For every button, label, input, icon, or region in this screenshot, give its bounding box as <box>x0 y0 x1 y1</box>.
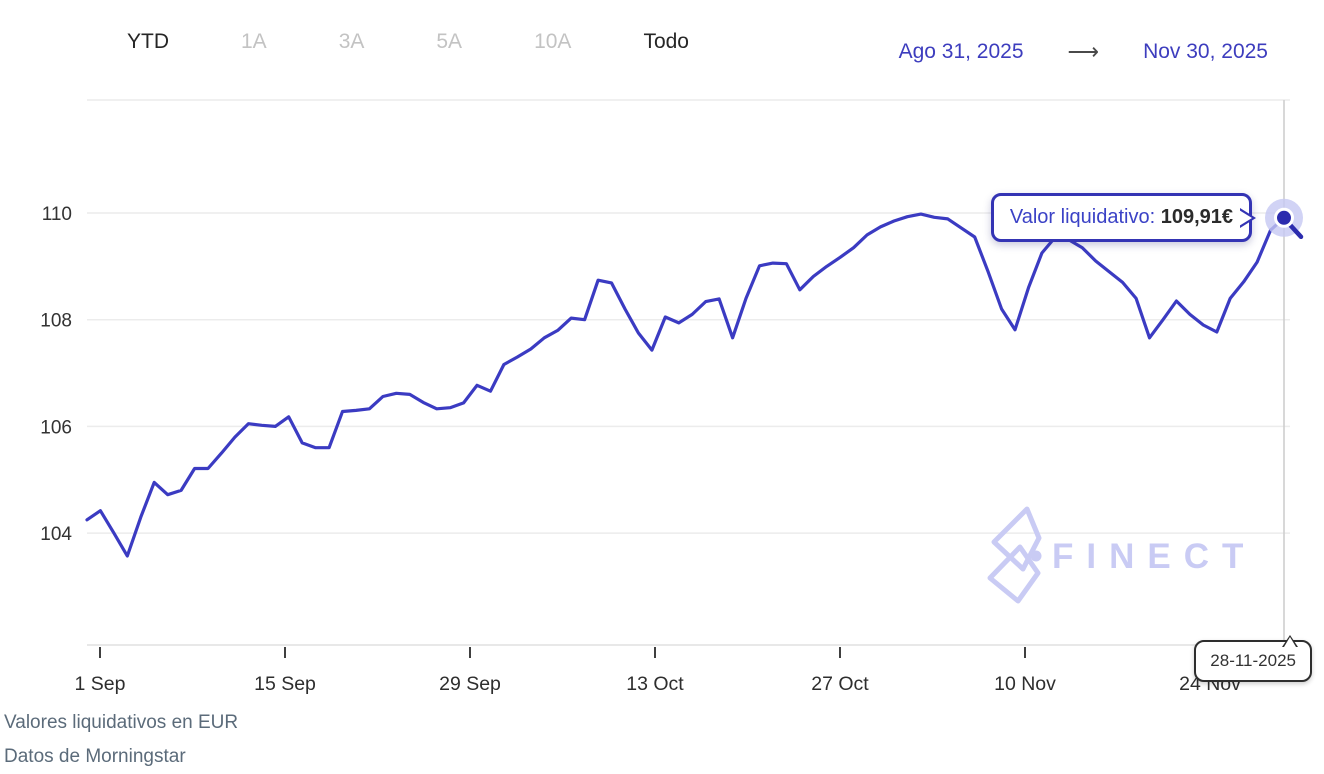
x-axis-label-2: 29 Sep <box>439 673 501 695</box>
date-tooltip-text: 28-11-2025 <box>1210 651 1296 670</box>
value-tooltip-label: Valor liquidativo: <box>1009 206 1161 228</box>
finect-logo-upper-diamond <box>991 506 1042 572</box>
x-axis-label-4: 27 Oct <box>811 673 869 695</box>
y-axis-label-106: 106 <box>40 417 72 438</box>
finect-watermark-text: FINECT <box>1052 537 1256 576</box>
x-axis-label-5: 10 Nov <box>994 673 1056 695</box>
date-tooltip: 28-11-2025 <box>1194 635 1312 682</box>
range-tab-3a[interactable]: 3A <box>338 30 365 53</box>
marker-point-icon <box>1274 207 1294 228</box>
range-tabs: YTD 1A 3A 5A 10A Todo <box>127 30 689 54</box>
range-tab-5a[interactable]: 5A <box>436 30 463 53</box>
footer-currency-note: Valores liquidativos en EUR <box>4 712 239 733</box>
footer-source-note: Datos de Morningstar <box>4 746 186 767</box>
date-range-picker: Ago 31, 2025 ⟶ Nov 30, 2025 <box>899 39 1268 65</box>
end-date[interactable]: Nov 30, 2025 <box>1143 40 1268 63</box>
x-axis-label-1: 15 Sep <box>254 673 316 695</box>
start-date[interactable]: Ago 31, 2025 <box>898 40 1024 63</box>
x-axis-label-3: 13 Oct <box>626 673 684 695</box>
finect-logo-lower-diamond <box>987 544 1041 604</box>
y-axis-label-104: 104 <box>40 524 72 545</box>
finect-watermark: FINECT <box>987 506 1256 604</box>
range-tab-1a[interactable]: 1A <box>241 30 267 53</box>
magnifier-handle-icon <box>1287 222 1304 240</box>
range-tab-10a[interactable]: 10A <box>534 30 572 53</box>
finect-logo-dot <box>1030 550 1042 562</box>
arrow-right-icon: ⟶ <box>1067 39 1100 64</box>
value-tooltip: Valor liquidativo: 109,91€ <box>990 193 1252 242</box>
range-tab-ytd[interactable]: YTD <box>127 30 169 53</box>
y-axis-label-110: 110 <box>42 204 72 225</box>
range-tab-todo[interactable]: Todo <box>643 30 689 53</box>
chart-footer: Valores liquidativos en EUR Datos de Mor… <box>4 706 238 774</box>
x-axis-label-0: 1 Sep <box>75 673 126 695</box>
y-axis-label-108: 108 <box>40 311 72 332</box>
value-tooltip-value: 109,91€ <box>1160 206 1233 228</box>
nav-series-line <box>85 212 1286 558</box>
